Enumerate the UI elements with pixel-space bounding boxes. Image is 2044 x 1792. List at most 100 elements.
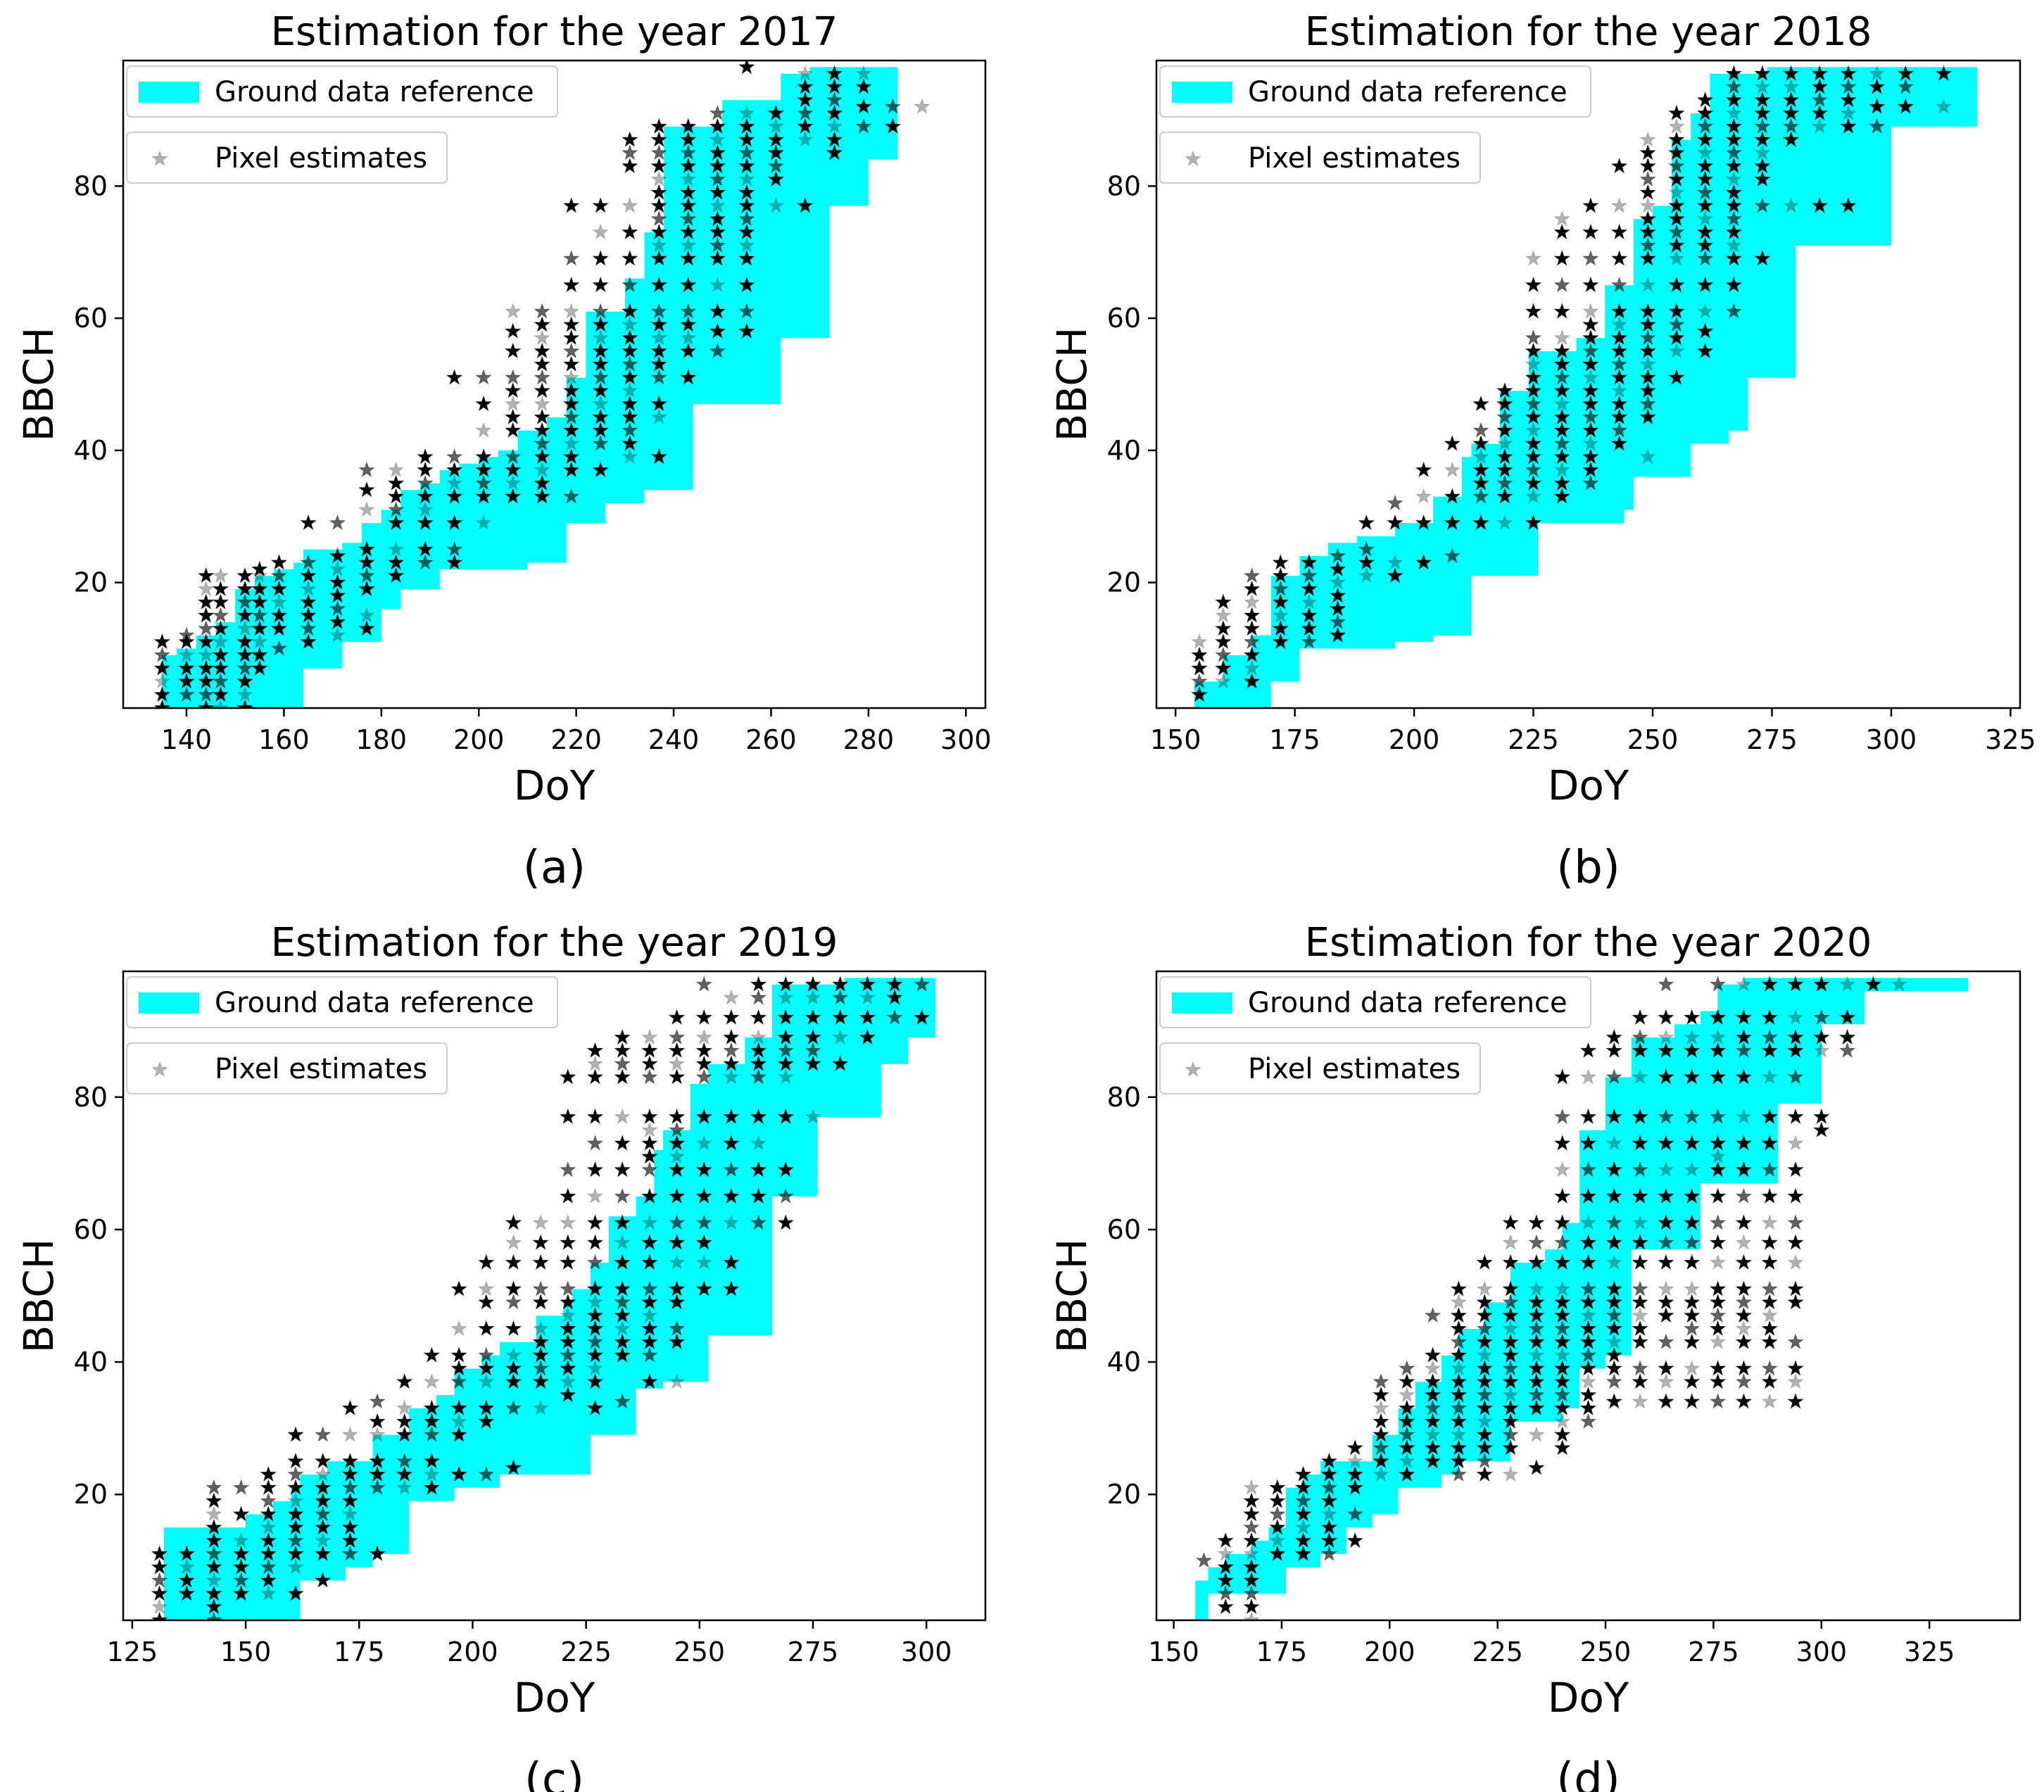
legend-label-ground: Ground data reference — [1248, 987, 1567, 1019]
x-tick-label: 275 — [1688, 1636, 1739, 1667]
legend-label-pixel: Pixel estimates — [215, 1053, 427, 1085]
x-tick-label: 225 — [1508, 724, 1559, 755]
x-axis-label: DoY — [514, 762, 595, 809]
legend-box-pixel — [126, 132, 448, 184]
x-tick-label: 280 — [843, 724, 895, 755]
panels: 140 160 180 200 220 240 260 280 300 20 40 60 80 Estim… — [15, 9, 2036, 1792]
legend: Ground data reference Pixel estimates — [1159, 65, 1591, 184]
chart-panel: 140 160 180 200 220 240 260 280 300 20 40 60 80 Estim… — [15, 9, 992, 894]
x-tick-label: 300 — [940, 724, 992, 755]
x-tick-label: 325 — [1985, 724, 2036, 755]
legend-swatch-ground — [1172, 82, 1232, 103]
chart-title: Estimation for the year 2019 — [271, 920, 838, 966]
ground-reference-band — [162, 67, 898, 708]
y-tick-label: 20 — [74, 1479, 108, 1510]
y-tick-label: 40 — [1107, 435, 1141, 466]
panel-label: (b) — [1556, 842, 1620, 894]
legend-box-pixel — [1159, 132, 1481, 184]
chart-panel: 125 150 175 200 225 250 275 300 20 40 60 80 Estimati… — [15, 920, 987, 1792]
chart-panel: 150 175 200 225 250 275 300 325 20 40 60 80 Estimati… — [1048, 920, 2021, 1792]
x-axis-label: DoY — [1548, 1674, 1629, 1722]
x-axis-label: DoY — [514, 1674, 595, 1722]
x-tick-label: 175 — [1256, 1636, 1308, 1667]
x-tick-label: 275 — [1746, 724, 1798, 755]
x-tick-label: 250 — [674, 1636, 726, 1667]
ground-reference-band — [1195, 978, 1969, 1620]
legend-box-pixel — [1159, 1042, 1481, 1094]
legend-label-pixel: Pixel estimates — [215, 142, 427, 175]
y-tick-label: 60 — [1107, 303, 1141, 334]
plot-frame — [1155, 970, 2021, 1622]
y-tick-label: 80 — [74, 1082, 108, 1113]
x-tick-label: 175 — [334, 1636, 385, 1667]
panel-label: (a) — [523, 842, 586, 894]
legend-box-pixel — [126, 1042, 448, 1094]
x-tick-label: 225 — [560, 1636, 612, 1667]
x-tick-label: 325 — [1904, 1636, 1955, 1667]
chart-title: Estimation for the year 2018 — [1305, 9, 1872, 55]
y-tick-label: 80 — [1107, 170, 1141, 201]
legend-box-ground — [1159, 976, 1591, 1028]
legend-swatch-ground — [139, 992, 199, 1014]
y-axis-label: BBCH — [1048, 1239, 1096, 1354]
y-tick-label: 80 — [1107, 1082, 1141, 1113]
x-tick-label: 200 — [1389, 724, 1440, 755]
y-axis-label: BBCH — [15, 1239, 63, 1354]
ground-reference-band — [1194, 67, 1977, 708]
legend-box-ground — [126, 976, 558, 1028]
x-axis-label: DoY — [1548, 762, 1629, 809]
y-tick-label: 40 — [1107, 1346, 1141, 1377]
legend-box-ground — [126, 65, 558, 118]
legend-swatch-ground — [139, 82, 199, 103]
x-tick-label: 240 — [648, 724, 700, 755]
legend-label-pixel: Pixel estimates — [1248, 1053, 1461, 1085]
panel-label: (d) — [1556, 1754, 1620, 1792]
chart-title: Estimation for the year 2017 — [271, 9, 838, 55]
x-tick-label: 275 — [788, 1636, 839, 1667]
plot-frame — [1155, 59, 2021, 709]
x-tick-label: 300 — [1796, 1636, 1848, 1667]
y-axis-label: BBCH — [15, 327, 63, 442]
legend: Ground data reference Pixel estimates — [126, 976, 558, 1094]
y-tick-label: 60 — [74, 1214, 108, 1245]
y-tick-label: 80 — [74, 170, 108, 201]
legend-label-pixel: Pixel estimates — [1248, 142, 1461, 175]
x-tick-label: 200 — [1364, 1636, 1415, 1667]
x-tick-label: 220 — [550, 724, 602, 755]
x-tick-label: 300 — [901, 1636, 952, 1667]
panel-label: (c) — [524, 1754, 584, 1792]
y-tick-label: 20 — [1107, 567, 1141, 598]
legend-box-ground — [1159, 65, 1591, 118]
chart-title: Estimation for the year 2020 — [1305, 920, 1872, 966]
x-tick-label: 260 — [745, 724, 797, 755]
y-tick-label: 60 — [1107, 1214, 1141, 1245]
x-tick-label: 160 — [258, 724, 310, 755]
legend-label-ground: Ground data reference — [1248, 76, 1567, 108]
x-tick-label: 200 — [453, 724, 505, 755]
plot-frame — [122, 970, 987, 1622]
y-tick-label: 20 — [74, 567, 108, 598]
x-tick-label: 150 — [220, 1636, 272, 1667]
y-tick-label: 40 — [74, 435, 108, 466]
x-tick-label: 125 — [107, 1636, 158, 1667]
x-tick-label: 225 — [1472, 1636, 1523, 1667]
plot-frame — [122, 59, 987, 709]
x-tick-label: 250 — [1580, 1636, 1632, 1667]
ground-reference-band — [164, 978, 936, 1620]
y-axis-label: BBCH — [1048, 327, 1096, 442]
y-tick-label: 40 — [74, 1346, 108, 1377]
y-tick-label: 60 — [74, 303, 108, 334]
legend-label-ground: Ground data reference — [215, 987, 534, 1019]
legend: Ground data reference Pixel estimates — [1159, 976, 1591, 1094]
legend-swatch-ground — [1172, 992, 1232, 1014]
x-tick-label: 140 — [161, 724, 213, 755]
y-tick-label: 20 — [1107, 1479, 1141, 1510]
x-tick-label: 175 — [1269, 724, 1320, 755]
x-tick-label: 200 — [447, 1636, 498, 1667]
x-tick-label: 300 — [1866, 724, 1917, 755]
legend-label-ground: Ground data reference — [215, 76, 534, 108]
x-tick-label: 150 — [1150, 724, 1201, 755]
legend: Ground data reference Pixel estimates — [126, 65, 558, 184]
x-tick-label: 150 — [1148, 1636, 1199, 1667]
